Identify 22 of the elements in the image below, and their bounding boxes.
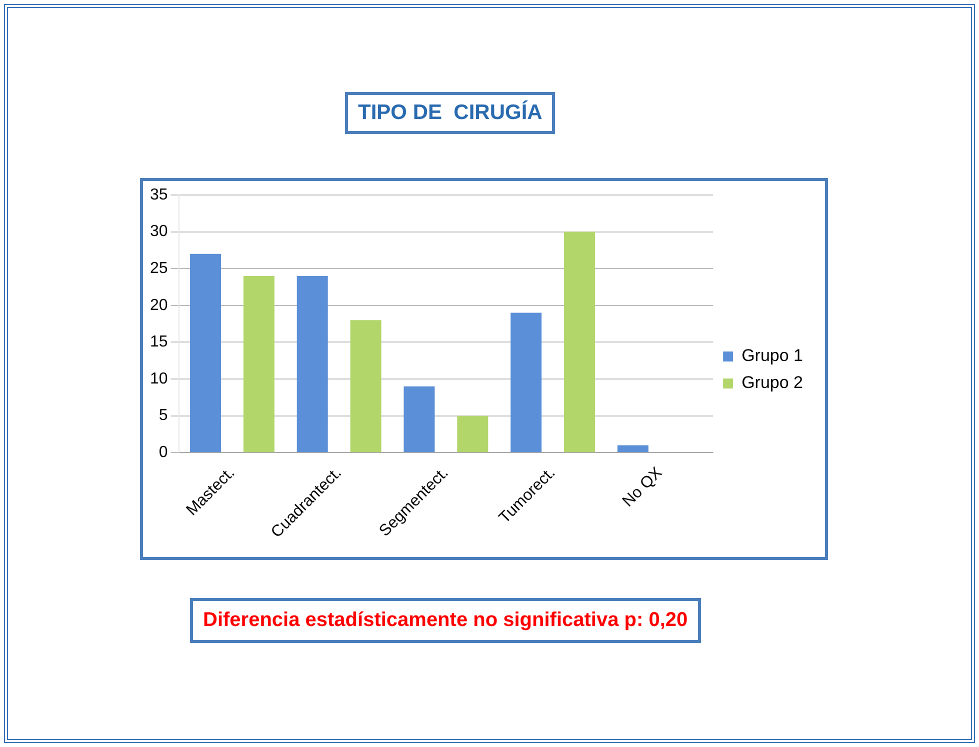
bar: [243, 276, 274, 452]
bar: [296, 276, 328, 452]
bar: [404, 386, 435, 452]
bar: [564, 232, 595, 452]
text: Diferencia estadísticamente no significativa p: 0,20: [190, 598, 701, 643]
bar: [617, 445, 648, 452]
bar: [510, 312, 542, 452]
y-tick-label: 0: [158, 444, 168, 462]
y-tick-label: 10: [150, 370, 168, 388]
y-tick-label: 35: [150, 186, 168, 204]
y-tick-label: 5: [158, 407, 168, 424]
y-tick-label: 20: [150, 296, 168, 314]
chart-title: TIPO DE CIRUGÍA: [345, 92, 556, 134]
y-tick-label: 30: [150, 223, 168, 240]
legend-label: Grupo 1: [742, 346, 804, 366]
y-tick-label: 15: [150, 334, 168, 351]
legend-label: Grupo 2: [742, 373, 804, 392]
bar: [457, 416, 488, 452]
y-tick-label: 25: [150, 260, 168, 278]
x-tick-label: No QX: [620, 464, 666, 510]
bar: [350, 320, 382, 452]
bar: [190, 254, 222, 452]
